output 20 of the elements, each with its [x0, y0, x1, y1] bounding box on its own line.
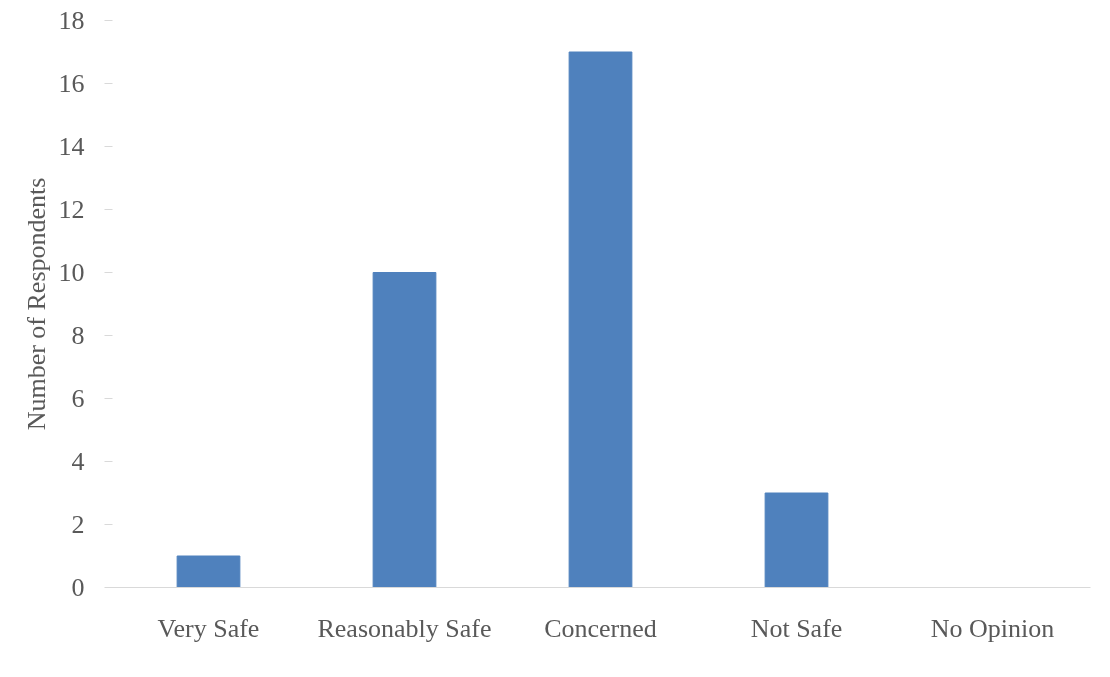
y-tick-label: 12 — [58, 195, 85, 224]
y-tick-label: 16 — [58, 69, 85, 98]
y-tick-label: 0 — [71, 573, 85, 602]
x-tick-label: Very Safe — [157, 613, 260, 643]
y-tick-label: 4 — [71, 447, 85, 476]
x-tick-label: Not Safe — [750, 613, 843, 643]
y-tick-label: 18 — [58, 6, 85, 35]
x-tick-label: No Opinion — [930, 613, 1055, 643]
bar — [372, 272, 437, 588]
y-tick-label: 6 — [71, 384, 85, 413]
x-tick-label: Concerned — [544, 613, 657, 643]
y-axis-title: Number of Respondents — [21, 177, 51, 431]
y-tick-label: 14 — [58, 132, 85, 161]
y-tick-label: 8 — [71, 321, 85, 350]
x-tick-label: Reasonably Safe — [317, 613, 492, 643]
bar — [568, 51, 633, 588]
y-tick-label: 2 — [71, 510, 85, 539]
bar — [176, 555, 241, 588]
bar — [764, 492, 829, 588]
y-tick-label: 10 — [58, 258, 85, 287]
